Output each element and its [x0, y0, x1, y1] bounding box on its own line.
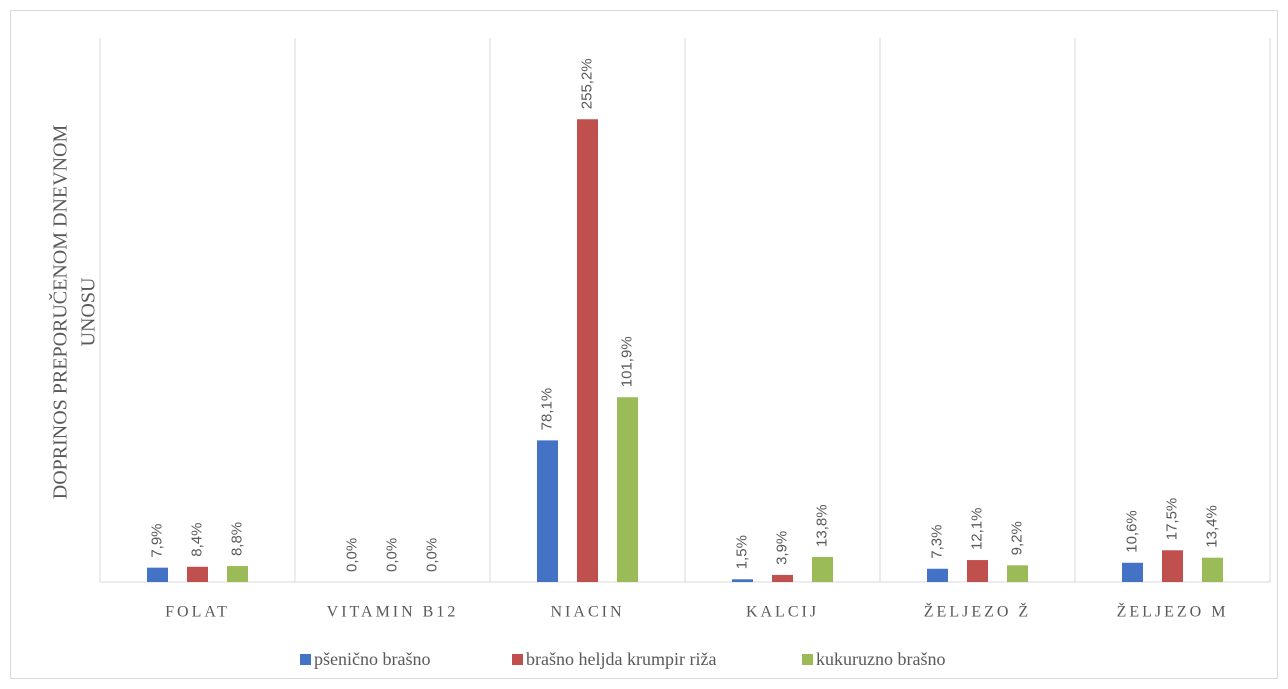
- bar: [617, 397, 638, 582]
- bar: [812, 556, 833, 582]
- data-label: 9,2%: [1008, 521, 1025, 555]
- bar: [1162, 550, 1183, 582]
- data-label: 101,9%: [618, 336, 635, 387]
- bar: [927, 568, 948, 582]
- bar: [187, 566, 208, 582]
- legend-label: brašno heljda krumpir riža: [526, 649, 716, 669]
- data-label: 0,0%: [383, 538, 400, 572]
- data-label: 13,4%: [1203, 505, 1220, 548]
- legend-swatch: [300, 654, 311, 665]
- data-label: 8,8%: [228, 522, 245, 556]
- bar: [1122, 562, 1143, 582]
- x-tick-label: VITAMIN B12: [327, 604, 459, 621]
- x-tick-label: FOLAT: [165, 604, 230, 621]
- data-label: 8,4%: [188, 523, 205, 557]
- bar: [967, 560, 988, 582]
- bar: [732, 579, 753, 582]
- legend-label: pšenično brašno: [314, 649, 430, 669]
- x-tick-label: KALCIJ: [746, 604, 819, 621]
- legend-label: kukuruzno brašno: [816, 649, 945, 669]
- data-label: 0,0%: [343, 538, 360, 572]
- bar: [577, 119, 598, 582]
- x-tick-label: ŽELJEZO Ž: [924, 602, 1031, 621]
- y-axis-label: UNOSU: [78, 277, 100, 346]
- y-axis-label: DOPRINOS PREPORUČENOM DNEVNOM: [48, 125, 72, 500]
- data-label: 7,3%: [928, 525, 945, 559]
- data-label: 78,1%: [538, 388, 555, 431]
- bar: [772, 574, 793, 582]
- legend-swatch: [802, 654, 813, 665]
- x-tick-label: ŽELJEZO M: [1117, 602, 1229, 621]
- data-label: 1,5%: [733, 535, 750, 569]
- bar: [1202, 557, 1223, 582]
- data-label: 7,9%: [148, 523, 165, 557]
- data-label: 255,2%: [578, 58, 595, 109]
- x-tick-label: NIACIN: [551, 604, 625, 621]
- bar: [1007, 565, 1028, 582]
- bar: [147, 567, 168, 582]
- bar: [227, 566, 248, 582]
- data-label: 12,1%: [968, 508, 985, 551]
- bar: [537, 440, 558, 582]
- chart-border: [10, 10, 1278, 679]
- data-label: 13,8%: [813, 504, 830, 547]
- data-label: 3,9%: [773, 531, 790, 565]
- legend-swatch: [512, 654, 523, 665]
- data-label: 17,5%: [1163, 498, 1180, 541]
- data-label: 0,0%: [423, 538, 440, 572]
- data-label: 10,6%: [1123, 510, 1140, 553]
